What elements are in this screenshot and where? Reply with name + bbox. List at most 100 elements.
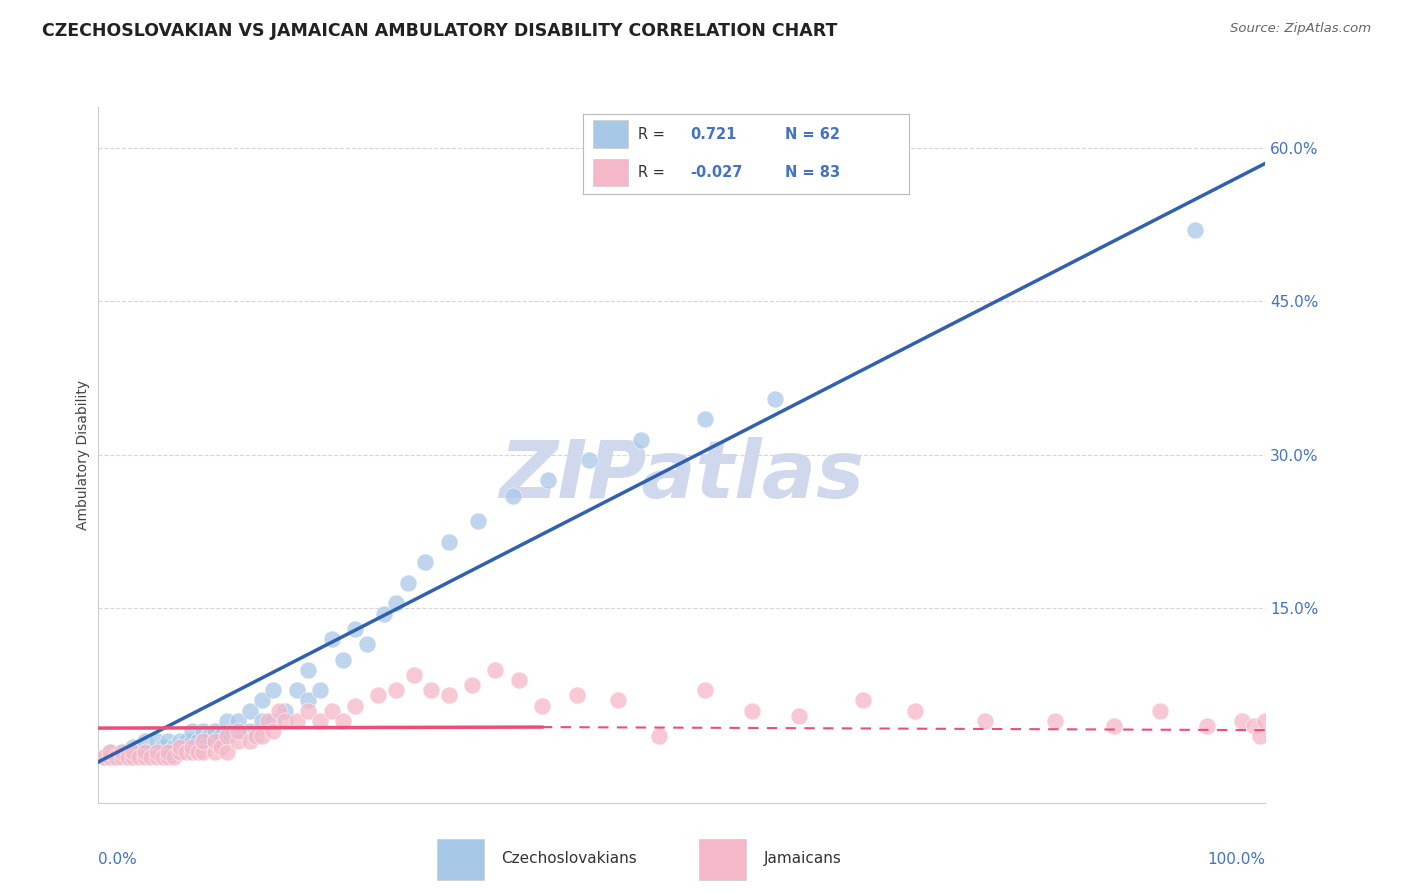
Point [852,693,875,707]
Point [269,704,291,718]
Point [344,698,367,713]
Point [437,689,460,703]
Point [215,745,238,759]
Point [228,714,250,728]
Point [332,714,354,728]
Point [117,749,139,764]
Point [250,714,273,728]
Point [285,714,308,728]
Point [128,745,150,759]
Point [209,729,232,743]
Point [193,745,215,759]
Point [437,534,460,549]
Point [484,663,506,677]
Point [215,729,238,743]
Point [122,749,145,764]
Point [239,724,262,739]
Point [139,745,162,759]
Point [332,652,354,666]
Point [1184,223,1206,237]
Point [461,678,484,692]
Point [578,453,600,467]
Point [1102,719,1125,733]
Point [904,704,927,718]
Point [122,739,145,754]
Point [262,714,284,728]
Point [262,683,284,698]
Point [180,734,202,748]
Point [174,745,197,759]
Point [321,632,343,646]
Point [128,749,150,764]
Point [193,734,215,748]
Point [1045,714,1067,728]
Point [1254,714,1277,728]
Point [537,474,560,488]
Point [356,637,378,651]
Point [256,714,278,728]
Point [763,392,786,406]
Text: 0.0%: 0.0% [98,852,138,866]
Text: 100.0%: 100.0% [1208,852,1265,866]
Point [139,749,162,764]
Point [187,734,209,748]
Point [1195,719,1218,733]
Point [157,745,180,759]
Point [647,729,669,743]
Point [122,745,145,759]
Point [134,734,156,748]
Point [274,714,297,728]
Point [169,734,191,748]
Point [630,433,652,447]
Point [508,673,530,687]
Point [157,734,180,748]
Point [204,724,226,739]
Point [530,698,553,713]
Point [209,739,232,754]
Point [98,745,121,759]
Point [169,745,191,759]
Point [373,607,395,621]
Point [297,693,319,707]
Text: CZECHOSLOVAKIAN VS JAMAICAN AMBULATORY DISABILITY CORRELATION CHART: CZECHOSLOVAKIAN VS JAMAICAN AMBULATORY D… [42,22,838,40]
Point [1249,729,1271,743]
Point [193,724,215,739]
Point [565,689,588,703]
Point [152,739,174,754]
Point [413,555,436,569]
Text: ZIPatlas: ZIPatlas [499,437,865,515]
Point [467,515,489,529]
Point [396,575,419,590]
Point [193,734,215,748]
Point [146,745,169,759]
Point [606,693,628,707]
Point [741,704,763,718]
Point [104,749,127,764]
Point [385,596,408,610]
Point [250,729,273,743]
Point [198,729,221,743]
Point [180,724,202,739]
Point [169,745,191,759]
Point [111,745,134,759]
Point [93,749,115,764]
Point [274,704,297,718]
Point [262,724,284,739]
Point [169,739,191,754]
Point [98,749,121,764]
Point [180,745,202,759]
Point [157,749,180,764]
Point [787,708,810,723]
Point [367,689,389,703]
Point [111,745,134,759]
Text: Source: ZipAtlas.com: Source: ZipAtlas.com [1230,22,1371,36]
Point [174,734,197,748]
Point [187,745,209,759]
Point [297,663,319,677]
Point [134,749,156,764]
Point [215,714,238,728]
Y-axis label: Ambulatory Disability: Ambulatory Disability [76,380,90,530]
Point [239,734,262,748]
Point [402,668,425,682]
Point [245,729,267,743]
